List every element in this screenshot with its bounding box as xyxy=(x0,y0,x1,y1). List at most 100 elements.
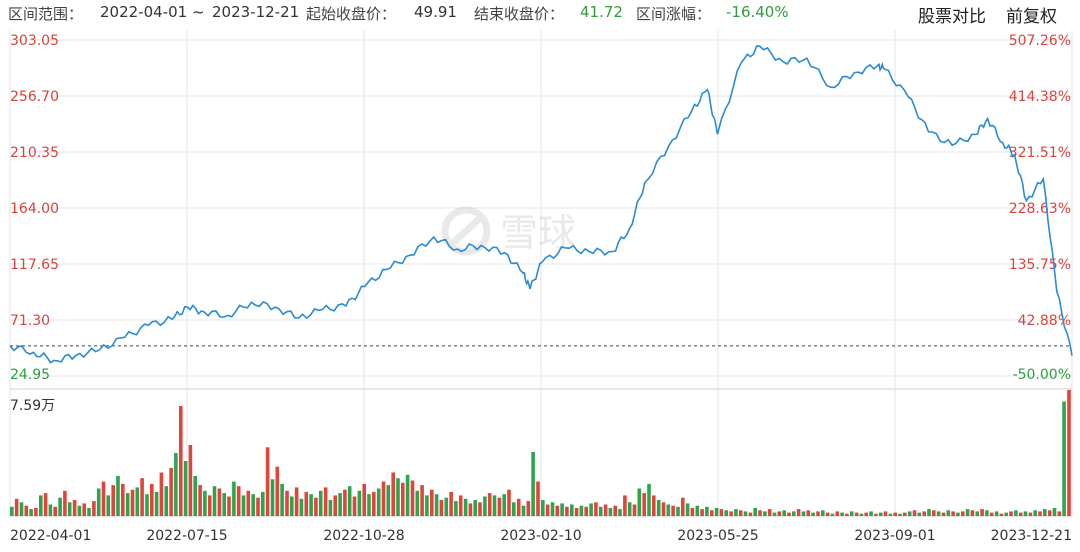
volume-bar xyxy=(1018,512,1023,516)
volume-bar xyxy=(1052,508,1057,516)
volume-max-label: 7.59万 xyxy=(10,398,55,414)
volume-bar xyxy=(589,503,593,516)
volume-bar xyxy=(598,506,603,516)
volume-bar xyxy=(222,493,226,516)
volume-bar xyxy=(912,510,917,516)
volume-bar xyxy=(666,504,671,516)
volume-bar xyxy=(1033,510,1037,516)
volume-bar xyxy=(347,486,352,516)
volume-bar xyxy=(782,510,786,516)
volume-bar xyxy=(637,488,642,516)
volume-bar xyxy=(265,447,270,516)
volume-bar xyxy=(251,494,255,516)
volume-bar xyxy=(1009,511,1013,516)
percent-tick-label: 135.75% xyxy=(1009,257,1071,273)
volume-bar xyxy=(212,486,217,516)
volume-bar xyxy=(811,512,815,516)
volume-bar xyxy=(647,483,651,516)
volume-bar xyxy=(290,496,294,516)
volume-bar xyxy=(903,512,907,516)
volume-bar xyxy=(444,497,449,516)
volume-bar xyxy=(849,511,854,516)
end-close-value: 41.72 xyxy=(580,3,623,21)
volume-bar xyxy=(217,488,222,516)
stock-compare-button[interactable]: 股票对比 xyxy=(918,7,986,27)
volume-bar xyxy=(19,502,24,516)
price-tick-label: 71.30 xyxy=(10,313,50,329)
volume-bar xyxy=(627,502,632,516)
percent-axis: 507.26% 414.38% 321.51% 228.63% 135.75% 42.88… xyxy=(1009,33,1071,383)
volume-bar xyxy=(888,513,893,516)
volume-bar xyxy=(323,487,328,516)
volume-bar xyxy=(121,483,125,516)
volume-bar xyxy=(618,509,622,516)
forward-adjust-button[interactable]: 前复权 xyxy=(1006,7,1057,27)
price-tick-label: 303.05 xyxy=(10,33,59,49)
volume-bar xyxy=(1047,510,1052,516)
volume-bar xyxy=(357,490,362,516)
volume-bar xyxy=(376,488,381,516)
volume-bar xyxy=(796,509,801,516)
volume-bar xyxy=(985,510,989,516)
volume-bar xyxy=(792,511,796,516)
volume-bar xyxy=(145,494,149,516)
volume-bar xyxy=(927,509,931,516)
end-close-label: 结束收盘价： xyxy=(474,5,565,23)
volume-bar xyxy=(526,501,531,516)
volume-bar xyxy=(893,512,897,516)
volume-bar xyxy=(67,502,72,516)
volume-bar xyxy=(854,512,859,516)
volume-bar xyxy=(758,510,762,516)
volume-bar xyxy=(574,508,579,516)
volume-bar xyxy=(753,508,757,516)
volume-bar xyxy=(415,490,420,516)
volume-bar xyxy=(724,510,728,516)
volume-bar xyxy=(1023,511,1028,516)
volume-bar xyxy=(980,509,984,516)
start-close-value: 49.91 xyxy=(414,3,457,21)
volume-bar xyxy=(270,479,275,516)
volume-bar xyxy=(821,510,825,516)
date-tick-label: 2023-02-10 xyxy=(500,528,581,544)
volume-bar xyxy=(39,495,43,516)
volume-bar xyxy=(29,509,33,516)
volume-bar xyxy=(690,508,695,516)
volume-bar xyxy=(285,490,289,516)
price-tick-label: 210.35 xyxy=(10,145,59,161)
volume-bar xyxy=(705,506,709,516)
percent-tick-label: 507.26% xyxy=(1009,33,1071,49)
volume-bar xyxy=(309,494,313,516)
volume-bar xyxy=(898,513,902,516)
volume-bar xyxy=(381,481,386,516)
volume-bars xyxy=(10,390,1071,516)
volume-bar xyxy=(478,502,482,516)
volume-bar xyxy=(570,504,574,516)
volume-bar xyxy=(516,498,521,516)
volume-bar xyxy=(932,510,936,516)
volume-bar xyxy=(241,495,246,516)
volume-bar xyxy=(951,511,955,516)
volume-bar xyxy=(193,475,197,516)
volume-bar xyxy=(275,466,280,516)
volume-bar xyxy=(1028,512,1033,516)
volume-bar xyxy=(801,511,806,516)
volume-bar xyxy=(294,487,299,516)
volume-bar xyxy=(473,500,477,516)
volume-bar xyxy=(825,512,830,516)
volume-bar xyxy=(483,496,487,516)
volume-bar xyxy=(878,512,883,516)
volume-bar xyxy=(174,453,178,516)
volume-bar xyxy=(763,511,767,516)
date-tick-label: 2023-05-25 xyxy=(677,528,758,544)
volume-bar xyxy=(179,406,183,516)
volume-bar xyxy=(946,510,951,516)
volume-bar xyxy=(512,502,516,516)
percent-tick-label: 42.88% xyxy=(1018,313,1071,329)
volume-bar xyxy=(48,504,53,516)
volume-bar xyxy=(845,513,849,516)
volume-bar xyxy=(101,481,106,516)
volume-bar xyxy=(299,498,304,516)
watermark-logo-icon xyxy=(441,206,491,256)
volume-bar xyxy=(314,497,318,516)
